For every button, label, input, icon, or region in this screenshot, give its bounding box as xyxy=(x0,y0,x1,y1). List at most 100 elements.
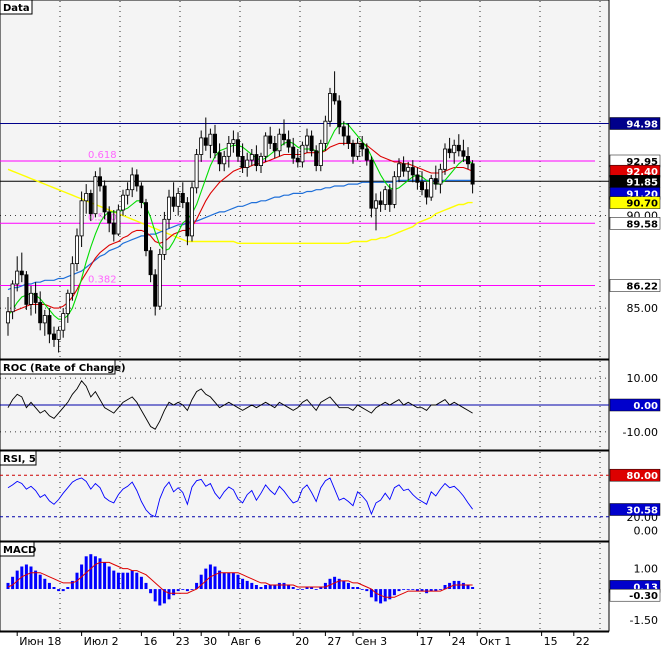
bull-candle xyxy=(263,135,268,157)
ma-red-line xyxy=(8,142,473,313)
time-axis: Июн 18 Июл 2 16 23 30 Авг 6 20 27 Сен 3 17 24 Окт 1… xyxy=(0,631,609,648)
price-tag: 86.22 xyxy=(626,282,658,293)
macd-histogram-bar xyxy=(351,587,355,589)
bear-candle xyxy=(38,302,43,324)
bear-candle xyxy=(369,159,374,209)
price-tag-box xyxy=(609,217,661,230)
bull-candle xyxy=(15,270,20,285)
bear-candle xyxy=(139,185,144,204)
bull-candle xyxy=(304,135,309,146)
bull-candle xyxy=(396,163,401,178)
bear-candle xyxy=(341,126,346,137)
macd-histogram-bar xyxy=(227,572,231,590)
bear-candle xyxy=(281,133,286,141)
macd-histogram-bar xyxy=(20,566,24,589)
rsi-tag-box xyxy=(609,503,661,516)
bear-candle xyxy=(447,148,452,154)
macd-histogram-bar xyxy=(195,582,199,589)
macd-histogram-bar xyxy=(388,589,392,600)
macd-histogram-bar xyxy=(121,572,125,590)
macd-histogram-bar xyxy=(323,582,327,589)
macd-signal-line xyxy=(7,561,473,598)
bull-candle xyxy=(125,189,130,196)
macd-histogram-bar xyxy=(310,587,314,589)
macd-histogram-bar xyxy=(420,589,424,592)
macd-histogram-bar xyxy=(448,582,452,589)
macd-histogram-bar xyxy=(6,582,10,589)
rsi-title-box xyxy=(0,450,37,466)
bear-candle xyxy=(47,315,52,335)
rsi-tag: 80.00 xyxy=(626,471,658,482)
price-panel-title: Data xyxy=(3,3,30,14)
bear-candle xyxy=(143,202,148,252)
macd-histogram-bar xyxy=(158,589,162,606)
roc-axis-tick-label: -10.00 xyxy=(623,426,658,439)
macd-histogram-bar xyxy=(181,589,185,590)
macd-histogram-bar xyxy=(254,585,258,590)
price-title-box xyxy=(0,0,33,15)
macd-histogram-bar xyxy=(241,578,245,589)
macd-histogram-bar xyxy=(328,578,332,589)
bear-candle xyxy=(52,333,57,340)
macd-tag-box xyxy=(609,588,661,602)
bull-candle xyxy=(222,155,227,165)
bull-candle xyxy=(249,154,254,161)
macd-tag: 0.13 xyxy=(633,582,658,593)
time-axis-label: Июл 2 xyxy=(84,635,119,648)
bull-candle xyxy=(42,315,47,324)
roc-axis: 10.00 -10.00 0.00 xyxy=(609,372,661,439)
bear-candle xyxy=(378,200,383,205)
macd-histogram-bar xyxy=(337,578,341,589)
macd-title-box xyxy=(0,541,35,557)
bear-candle xyxy=(180,192,185,203)
fib-level-label: 0.382 xyxy=(88,275,117,286)
bear-candle xyxy=(254,154,259,167)
macd-histogram-bar xyxy=(250,582,254,589)
macd-histogram-bar xyxy=(346,582,350,589)
macd-histogram-bar xyxy=(259,587,263,589)
time-axis-label: Сен 3 xyxy=(355,635,387,648)
macd-histogram-bar xyxy=(291,587,295,589)
bull-candle xyxy=(392,176,397,205)
bull-candle xyxy=(208,133,213,146)
macd-histogram-bar xyxy=(379,589,383,604)
bear-candle xyxy=(153,274,158,307)
macd-axis-tick-label: -1.50 xyxy=(630,614,658,627)
roc-axis-tick-label: 10.00 xyxy=(627,372,659,385)
macd-histogram-bar xyxy=(466,585,470,590)
macd-histogram-bar xyxy=(342,580,346,590)
macd-histogram-bar xyxy=(402,589,406,590)
bull-candle xyxy=(226,142,231,157)
macd-histogram-bar xyxy=(222,572,226,590)
bull-candle xyxy=(373,200,378,209)
macd-histogram-bar xyxy=(11,576,15,590)
rsi-tag-box xyxy=(609,468,661,482)
macd-histogram-bar xyxy=(392,589,396,596)
macd-histogram-bar xyxy=(162,589,166,604)
fib-level-label: 0.500 xyxy=(88,212,117,223)
bear-candle xyxy=(433,178,438,185)
time-axis-label: 16 xyxy=(143,635,157,648)
bear-candle xyxy=(217,152,222,165)
macd-axis: 1.00 -1.50 0.13-0.30 xyxy=(609,563,661,627)
macd-histogram-bar xyxy=(116,572,120,590)
macd-histogram-bar xyxy=(411,589,415,590)
macd-histogram-bar xyxy=(443,585,447,590)
bull-candle xyxy=(166,196,171,220)
macd-histogram-bar xyxy=(43,578,47,589)
price-tag: 89.58 xyxy=(626,219,658,230)
macd-histogram-bar xyxy=(93,556,97,590)
bull-candle xyxy=(157,253,162,307)
macd-histogram-bar xyxy=(374,589,378,602)
price-axis-tick-label: 85.00 xyxy=(627,302,659,315)
macd-histogram-bar xyxy=(57,589,61,592)
macd-histogram-bar xyxy=(268,585,272,590)
macd-histogram-bar xyxy=(434,589,438,592)
roc-zero-tag-box xyxy=(609,398,661,412)
time-axis-label: Окт 1 xyxy=(479,635,511,648)
macd-histogram-bar xyxy=(107,566,111,589)
macd-histogram-bar xyxy=(213,566,217,589)
bull-candle xyxy=(28,292,33,305)
macd-panel: MACD xyxy=(0,541,610,632)
